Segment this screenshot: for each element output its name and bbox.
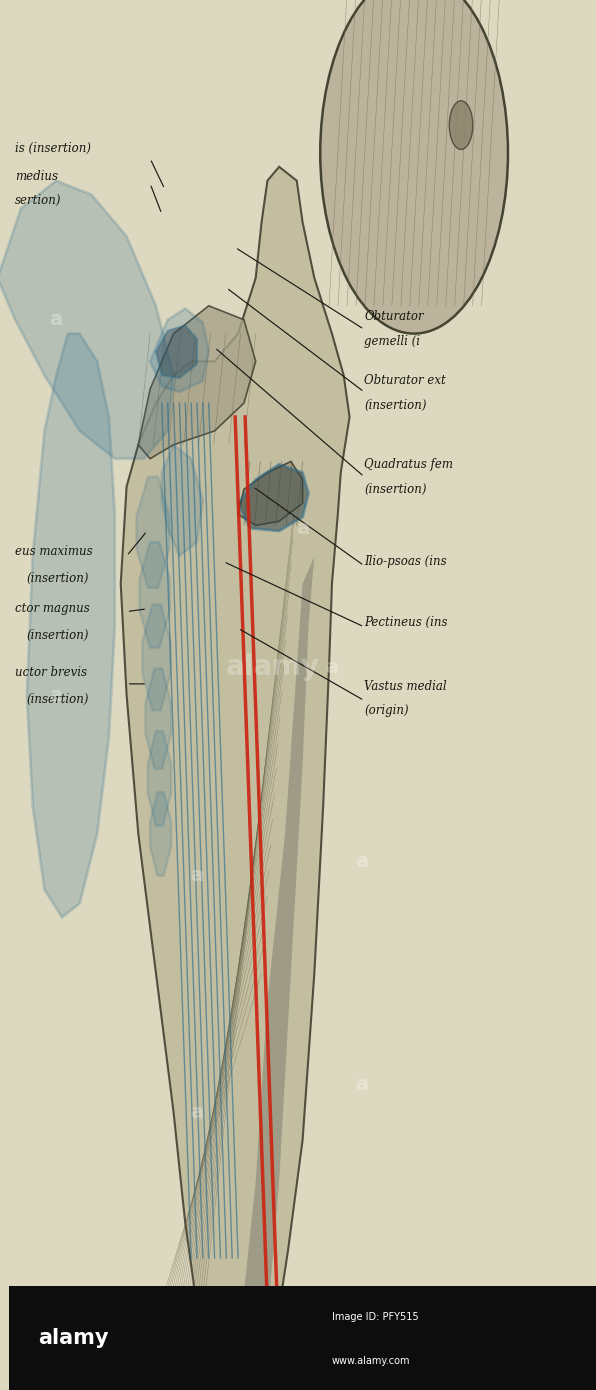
Text: a: a (355, 852, 368, 872)
Text: eus maximus: eus maximus (15, 545, 93, 559)
Text: Pectineus (ins: Pectineus (ins (364, 616, 448, 630)
Polygon shape (238, 464, 309, 531)
Text: alamy: alamy (39, 1327, 109, 1348)
Polygon shape (150, 309, 209, 392)
Polygon shape (148, 731, 171, 826)
Text: (insertion): (insertion) (27, 571, 89, 585)
Polygon shape (0, 181, 173, 459)
Text: a: a (355, 1074, 368, 1094)
Text: (insertion): (insertion) (364, 399, 427, 413)
Polygon shape (139, 542, 170, 648)
Text: alamy: alamy (226, 653, 320, 681)
Text: is (insertion): is (insertion) (15, 142, 91, 156)
Text: Ilio-psoas (ins: Ilio-psoas (ins (364, 555, 447, 569)
Text: a: a (191, 866, 204, 885)
Text: a: a (49, 310, 63, 329)
Polygon shape (121, 167, 350, 1327)
Polygon shape (162, 445, 203, 556)
Polygon shape (150, 792, 171, 876)
Text: (insertion): (insertion) (364, 482, 427, 496)
Text: (insertion): (insertion) (27, 692, 89, 706)
Text: a: a (191, 1102, 204, 1122)
Ellipse shape (449, 101, 473, 150)
Polygon shape (27, 334, 115, 917)
Polygon shape (145, 669, 171, 769)
Text: sertion): sertion) (15, 193, 61, 207)
Text: ctor magnus: ctor magnus (15, 602, 90, 616)
Text: gemelli (i: gemelli (i (364, 335, 420, 349)
Text: Image ID: PFY515: Image ID: PFY515 (332, 1312, 418, 1322)
Text: uctor brevis: uctor brevis (15, 666, 87, 680)
FancyBboxPatch shape (9, 1286, 596, 1390)
Text: a: a (49, 685, 63, 705)
Text: www.alamy.com: www.alamy.com (332, 1355, 411, 1366)
Polygon shape (138, 306, 256, 459)
Text: Obturator ext: Obturator ext (364, 374, 446, 388)
Text: (origin): (origin) (364, 703, 409, 717)
Polygon shape (142, 605, 170, 710)
Text: Obturator: Obturator (364, 310, 424, 324)
Polygon shape (238, 461, 303, 525)
Text: Quadratus fem: Quadratus fem (364, 457, 453, 471)
Polygon shape (156, 325, 197, 378)
Text: (insertion): (insertion) (27, 628, 89, 642)
Ellipse shape (320, 0, 508, 334)
Text: a: a (325, 657, 339, 677)
Text: a: a (296, 518, 309, 538)
Polygon shape (221, 556, 314, 1320)
Text: medius: medius (15, 170, 58, 183)
Text: Vastus medial: Vastus medial (364, 680, 447, 694)
Polygon shape (136, 477, 169, 588)
